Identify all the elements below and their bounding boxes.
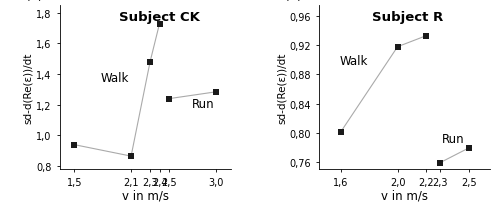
Text: Run: Run [442, 132, 465, 145]
Text: Run: Run [192, 98, 214, 111]
Text: Walk: Walk [340, 55, 368, 68]
Text: Subject R: Subject R [372, 11, 444, 24]
X-axis label: v in m/s: v in m/s [122, 189, 169, 202]
Text: (b): (b) [285, 0, 302, 3]
Text: Walk: Walk [101, 72, 130, 84]
Text: Subject CK: Subject CK [118, 11, 200, 24]
Y-axis label: sd-d(Re(ε))/dt: sd-d(Re(ε))/dt [276, 52, 286, 123]
Text: (a): (a) [26, 0, 42, 3]
X-axis label: v in m/s: v in m/s [381, 189, 428, 202]
Y-axis label: sd-d(Re(ε))/dt: sd-d(Re(ε))/dt [24, 52, 34, 123]
